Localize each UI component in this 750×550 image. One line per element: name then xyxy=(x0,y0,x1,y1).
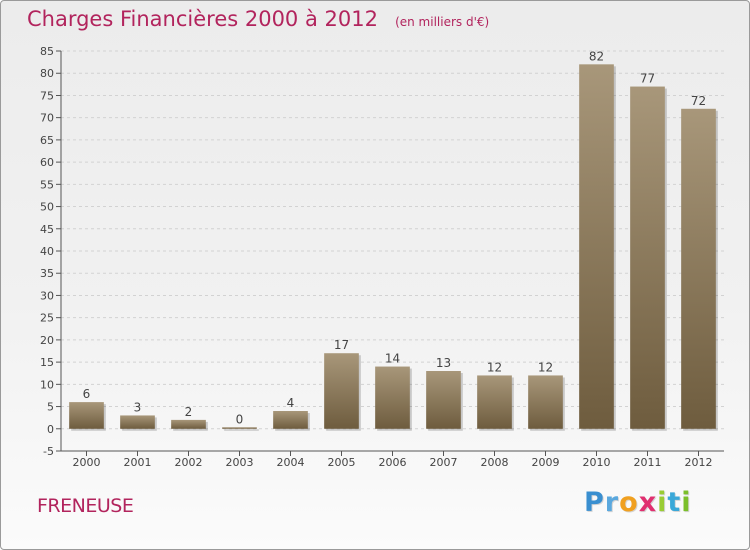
data-label: 77 xyxy=(640,72,655,86)
bar xyxy=(579,64,614,429)
logo-letter: r xyxy=(604,487,620,518)
data-label: 0 xyxy=(236,412,244,426)
y-tick-label: 45 xyxy=(40,223,54,236)
data-label: 17 xyxy=(334,338,349,352)
data-label: 82 xyxy=(589,49,604,63)
logo-letter: x xyxy=(638,487,658,518)
title-row: Charges Financières 2000 à 2012 (en mill… xyxy=(27,7,489,31)
proxiti-logo[interactable]: Proxiti xyxy=(584,487,692,518)
y-tick-label: 55 xyxy=(40,178,54,191)
bar xyxy=(273,411,308,429)
bar xyxy=(171,419,206,429)
logo-letter: i xyxy=(681,487,692,518)
y-tick-label: 40 xyxy=(40,245,54,258)
bar xyxy=(528,375,563,429)
x-tick-label: 2010 xyxy=(583,456,611,469)
bar xyxy=(324,353,359,429)
chart-title: Charges Financières 2000 à 2012 xyxy=(27,7,378,31)
x-tick-label: 2011 xyxy=(634,456,662,469)
y-tick-label: 20 xyxy=(40,334,54,347)
y-tick-label: 85 xyxy=(40,45,54,58)
y-tick-label: 35 xyxy=(40,267,54,280)
bars xyxy=(69,64,718,431)
y-tick-label: 60 xyxy=(40,156,54,169)
axes xyxy=(56,50,724,456)
data-label: 12 xyxy=(538,360,553,374)
y-tick-label: 65 xyxy=(40,134,54,147)
logo-letter: o xyxy=(619,487,639,518)
x-tick-label: 2003 xyxy=(226,456,254,469)
x-tick-label: 2002 xyxy=(175,456,203,469)
x-tick-label: 2008 xyxy=(481,456,509,469)
x-tick-label: 2001 xyxy=(124,456,152,469)
bar xyxy=(630,86,665,429)
data-label: 3 xyxy=(134,400,142,414)
y-tick-label: 25 xyxy=(40,312,54,325)
bar xyxy=(477,375,512,429)
bar xyxy=(375,366,410,429)
chart-subtitle: (en milliers d'€) xyxy=(395,15,490,29)
y-tick-label: 50 xyxy=(40,201,54,214)
x-tick-label: 2009 xyxy=(532,456,560,469)
data-label: 13 xyxy=(436,356,451,370)
data-label: 2 xyxy=(185,405,193,419)
y-tick-label: 0 xyxy=(47,423,54,436)
labels: -505101520253035404550556065707580856200… xyxy=(40,45,713,469)
y-tick-label: 80 xyxy=(40,67,54,80)
logo-letter: i xyxy=(657,487,668,518)
bar xyxy=(120,415,155,429)
y-tick-label: -5 xyxy=(43,445,54,458)
data-label: 12 xyxy=(487,360,502,374)
bar xyxy=(222,427,257,429)
x-tick-label: 2007 xyxy=(430,456,458,469)
bar-shadow xyxy=(224,429,259,431)
x-tick-label: 2012 xyxy=(685,456,713,469)
data-label: 14 xyxy=(385,352,400,366)
data-label: 4 xyxy=(287,396,295,410)
y-tick-label: 75 xyxy=(40,89,54,102)
logo-letter: P xyxy=(584,487,605,518)
y-tick-label: 15 xyxy=(40,356,54,369)
y-tick-label: 10 xyxy=(40,378,54,391)
data-label: 6 xyxy=(83,387,91,401)
bar xyxy=(681,108,716,429)
x-tick-label: 2000 xyxy=(73,456,101,469)
y-tick-label: 70 xyxy=(40,112,54,125)
y-tick-label: 5 xyxy=(47,401,54,414)
x-tick-label: 2006 xyxy=(379,456,407,469)
logo-letter: t xyxy=(667,487,682,518)
data-label: 72 xyxy=(691,94,706,108)
x-tick-label: 2005 xyxy=(328,456,356,469)
x-tick-label: 2004 xyxy=(277,456,305,469)
commune-name: FRENEUSE xyxy=(37,495,134,517)
bar xyxy=(69,402,104,429)
y-tick-label: 30 xyxy=(40,289,54,302)
bar xyxy=(426,371,461,429)
